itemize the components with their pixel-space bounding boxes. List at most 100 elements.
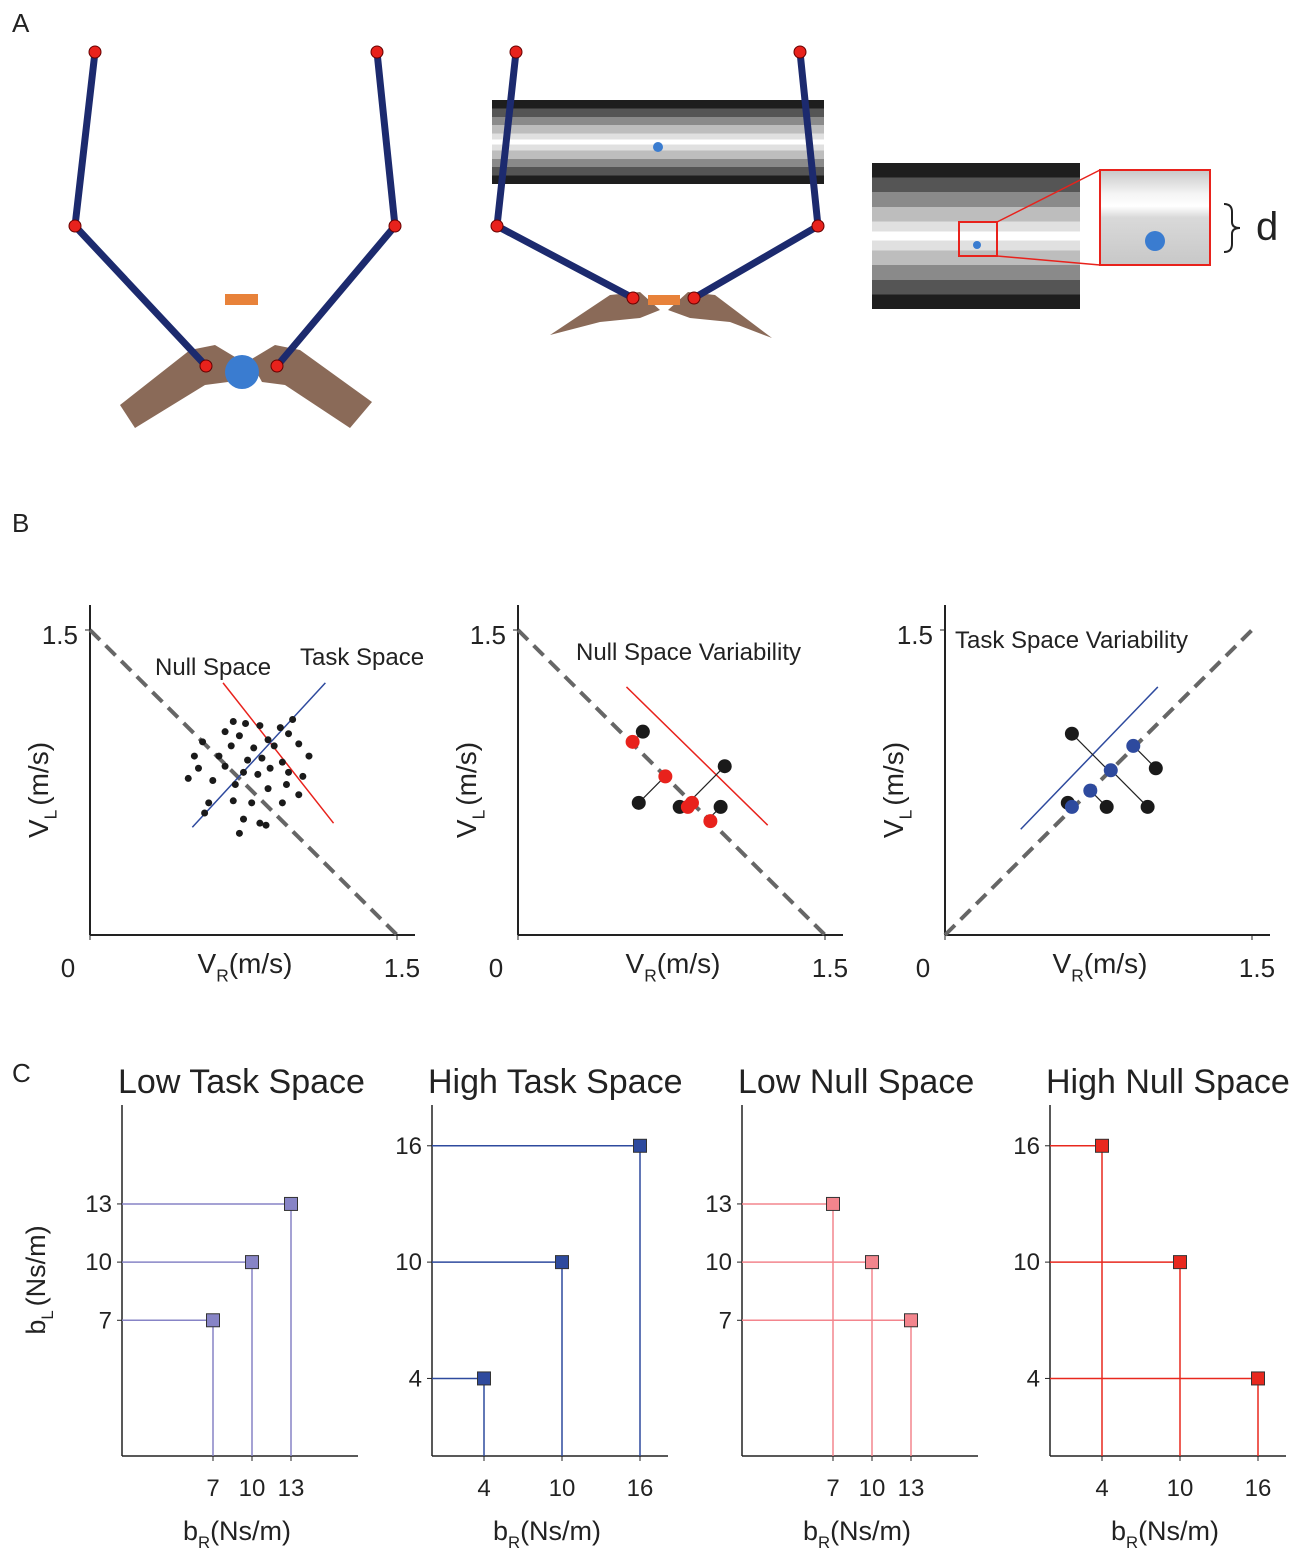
point bbox=[717, 759, 732, 774]
x-tick-label: 13 bbox=[898, 1475, 925, 1502]
axis-label-unit: (m/s) bbox=[878, 742, 909, 806]
axis-label-subscript: R bbox=[1126, 1533, 1138, 1552]
point bbox=[254, 770, 262, 778]
y-tick-label: 10 bbox=[1013, 1249, 1040, 1276]
y-tick-label: 10 bbox=[395, 1249, 422, 1276]
point bbox=[1148, 761, 1163, 776]
point bbox=[221, 762, 229, 770]
y-tick-label: 13 bbox=[85, 1191, 112, 1218]
axis-label-subscript: R bbox=[198, 1533, 210, 1552]
axis-label: VL (m/s) bbox=[23, 742, 60, 838]
axis-label-symbol: V bbox=[878, 819, 909, 838]
y-tick-label: 1.5 bbox=[42, 620, 78, 650]
axis-label: bL (Ns/m) bbox=[21, 1225, 57, 1334]
point bbox=[256, 819, 264, 827]
x-tick-label: 4 bbox=[477, 1475, 490, 1502]
axis-label-symbol: V bbox=[451, 819, 482, 838]
x-tick-label: 1.5 bbox=[812, 953, 848, 983]
point bbox=[904, 1313, 918, 1328]
axis-label-unit: (m/s) bbox=[657, 948, 721, 979]
space-line bbox=[625, 686, 769, 826]
chart: 4 10 16 4 10 16 bR(Ns/m) High Task Space bbox=[395, 1063, 682, 1552]
axis-label: bR(Ns/m) bbox=[493, 1516, 601, 1552]
point bbox=[190, 752, 198, 760]
x-tick-label: 7 bbox=[826, 1475, 839, 1502]
axis-label-unit: (Ns/m) bbox=[1138, 1516, 1219, 1546]
axis-label: bR(Ns/m) bbox=[803, 1516, 911, 1552]
axis-label-unit: (m/s) bbox=[229, 948, 293, 979]
y-tick-label: 7 bbox=[719, 1307, 732, 1334]
point bbox=[1126, 738, 1141, 753]
point bbox=[635, 724, 650, 739]
y-tick-label: 4 bbox=[409, 1365, 422, 1392]
point bbox=[270, 742, 278, 750]
axis-label-symbol: V bbox=[1053, 948, 1072, 979]
chart-title: Low Null Space bbox=[738, 1063, 974, 1101]
point bbox=[1251, 1371, 1265, 1386]
point bbox=[289, 715, 297, 723]
point bbox=[231, 781, 239, 789]
point bbox=[865, 1255, 879, 1270]
panel-label: B bbox=[12, 508, 29, 538]
illustration-left bbox=[68, 45, 402, 428]
projection-line bbox=[689, 765, 726, 802]
axis-label-symbol: V bbox=[23, 819, 54, 838]
y-tick-label: 16 bbox=[1013, 1133, 1040, 1160]
point bbox=[1064, 799, 1079, 814]
axis-label-symbol: V bbox=[626, 948, 645, 979]
point bbox=[1140, 799, 1155, 814]
point bbox=[194, 764, 202, 772]
x-tick-label: 1.5 bbox=[1239, 953, 1275, 983]
axis-label-subscript: R bbox=[508, 1533, 520, 1552]
axis-label-symbol: b bbox=[21, 1320, 51, 1335]
point bbox=[680, 799, 695, 814]
point bbox=[703, 814, 718, 829]
x-tick-label: 7 bbox=[206, 1475, 219, 1502]
point bbox=[242, 720, 250, 728]
y-tick-label: 1.5 bbox=[897, 620, 933, 650]
axis-label-unit: (Ns/m) bbox=[210, 1516, 291, 1546]
point bbox=[264, 736, 272, 744]
annotation: Task Space bbox=[300, 644, 424, 671]
x-tick-label: 1.5 bbox=[384, 953, 420, 983]
point bbox=[205, 799, 213, 807]
axis-label: bR(Ns/m) bbox=[1111, 1516, 1219, 1552]
point bbox=[631, 795, 646, 810]
point bbox=[826, 1196, 840, 1211]
chart: 0 1.51.5VR(m/s)VL(m/s)Null Space Task Spac… bbox=[23, 605, 424, 985]
axis-label-subscript: R bbox=[644, 965, 657, 985]
axis-label-subscript: L bbox=[40, 809, 60, 819]
axis-label-symbol: b bbox=[1111, 1516, 1126, 1546]
point bbox=[244, 756, 252, 764]
axis-label-unit: (Ns/m) bbox=[520, 1516, 601, 1546]
point bbox=[206, 1313, 220, 1328]
point bbox=[555, 1255, 569, 1270]
chart-title: High Null Space bbox=[1046, 1063, 1290, 1101]
point bbox=[215, 752, 223, 760]
point bbox=[477, 1371, 491, 1386]
point bbox=[227, 742, 235, 750]
chart: 0 1.51.5VR(m/s)VL(m/s)Null Space Variabil… bbox=[451, 605, 848, 985]
point bbox=[248, 799, 256, 807]
axis-label-subscript: R bbox=[216, 965, 229, 985]
illustration-zoom: d bbox=[872, 163, 1278, 309]
point bbox=[295, 791, 303, 799]
point bbox=[235, 829, 243, 837]
projection-line bbox=[1110, 769, 1149, 808]
point bbox=[229, 797, 237, 805]
space-line bbox=[1020, 686, 1159, 830]
x-tick-label: 10 bbox=[239, 1475, 266, 1502]
y-tick-label: 10 bbox=[705, 1249, 732, 1276]
zoom-label: d bbox=[1256, 205, 1278, 249]
point bbox=[282, 781, 290, 789]
y-tick-label: 16 bbox=[395, 1133, 422, 1160]
point bbox=[713, 799, 728, 814]
point bbox=[1064, 726, 1079, 741]
axis-label: VR(m/s) bbox=[198, 948, 293, 985]
point bbox=[240, 815, 247, 823]
chart: 0 1.51.5VR(m/s)VL(m/s)Task Space Variabil… bbox=[878, 605, 1275, 985]
annotation: Null Space Variability bbox=[576, 639, 801, 666]
point bbox=[625, 734, 640, 749]
axis-label: VL (m/s) bbox=[878, 742, 915, 838]
axis-label-subscript: R bbox=[818, 1533, 830, 1552]
